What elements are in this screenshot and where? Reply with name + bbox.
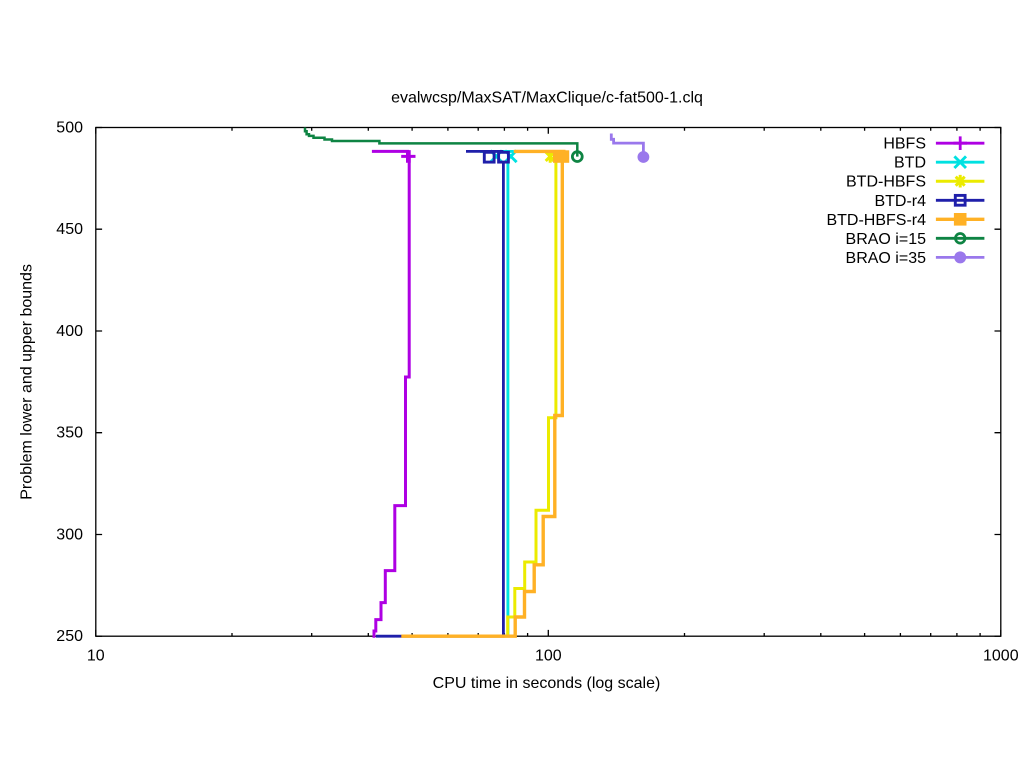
svg-text:100: 100 (535, 647, 562, 664)
svg-text:BTD-HBFS-r4: BTD-HBFS-r4 (826, 212, 926, 229)
svg-text:450: 450 (56, 221, 83, 238)
svg-text:400: 400 (56, 323, 83, 340)
svg-text:300: 300 (56, 527, 83, 544)
svg-text:BTD-HBFS: BTD-HBFS (846, 174, 926, 191)
svg-text:500: 500 (56, 120, 83, 137)
svg-text:Problem lower and upper bounds: Problem lower and upper bounds (19, 264, 36, 500)
svg-text:10: 10 (87, 647, 105, 664)
svg-text:HBFS: HBFS (883, 136, 926, 153)
svg-text:evalwcsp/MaxSAT/MaxClique/c-fa: evalwcsp/MaxSAT/MaxClique/c-fat500-1.clq (391, 90, 703, 107)
svg-text:350: 350 (56, 425, 83, 442)
svg-text:1000: 1000 (983, 647, 1019, 664)
svg-text:BTD: BTD (894, 155, 926, 172)
svg-text:CPU time in seconds (log scale: CPU time in seconds (log scale) (433, 675, 661, 692)
svg-text:BRAO i=35: BRAO i=35 (846, 250, 927, 267)
svg-text:BRAO i=15: BRAO i=15 (846, 231, 927, 248)
svg-text:BTD-r4: BTD-r4 (874, 193, 926, 210)
svg-text:250: 250 (56, 628, 83, 645)
